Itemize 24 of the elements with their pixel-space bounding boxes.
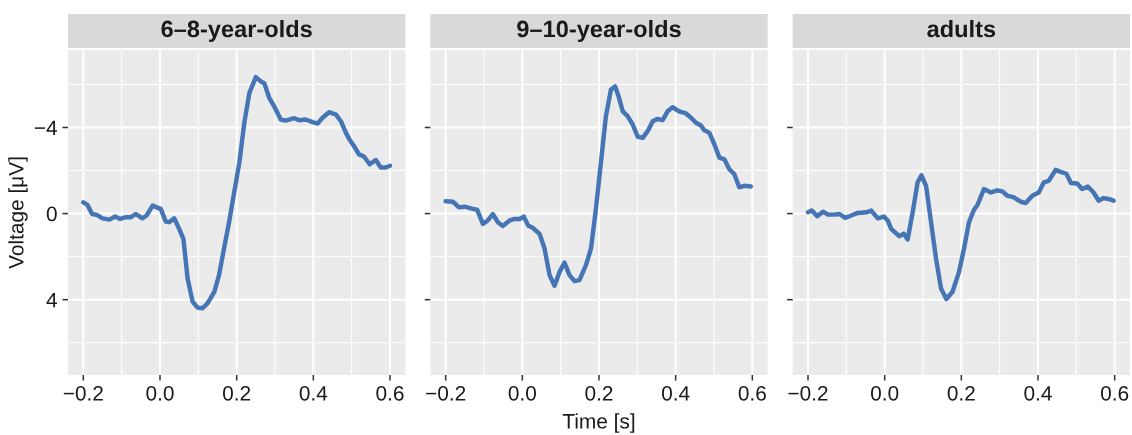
y-axis-title: Voltage [μV] (8, 157, 28, 269)
x-tick-label: 0.4 (1024, 385, 1052, 401)
x-tick-label: 0.0 (146, 385, 174, 401)
x-tick-label: 0.6 (376, 385, 404, 401)
y-tick-label: 0 (46, 206, 57, 222)
x-tick-label: 0.0 (871, 385, 899, 401)
x-tick-label: 0.2 (223, 385, 251, 401)
x-tick-label: −0.2 (788, 385, 828, 401)
y-tick-label: −4 (34, 120, 57, 136)
x-tick-label: 0.6 (1101, 385, 1129, 401)
x-tick-label: 0.2 (585, 385, 613, 401)
x-tick-label: −0.2 (426, 385, 466, 401)
x-tick-label: 0.0 (508, 385, 536, 401)
chart-title: 6–8-year-olds (161, 20, 312, 42)
x-tick-label: 0.4 (662, 385, 690, 401)
line-series (81, 74, 393, 311)
chart-title: adults (927, 20, 996, 38)
x-tick-label: 0.6 (738, 385, 766, 401)
x-tick-label: 0.4 (299, 385, 328, 401)
x-tick-label: 0.2 (947, 385, 975, 401)
chart-title: 9–10-year-olds (517, 20, 681, 42)
y-tick-label: 4 (46, 292, 57, 308)
x-tick-label: −0.2 (63, 385, 103, 401)
x-axis-title: Time [s] (562, 413, 635, 433)
